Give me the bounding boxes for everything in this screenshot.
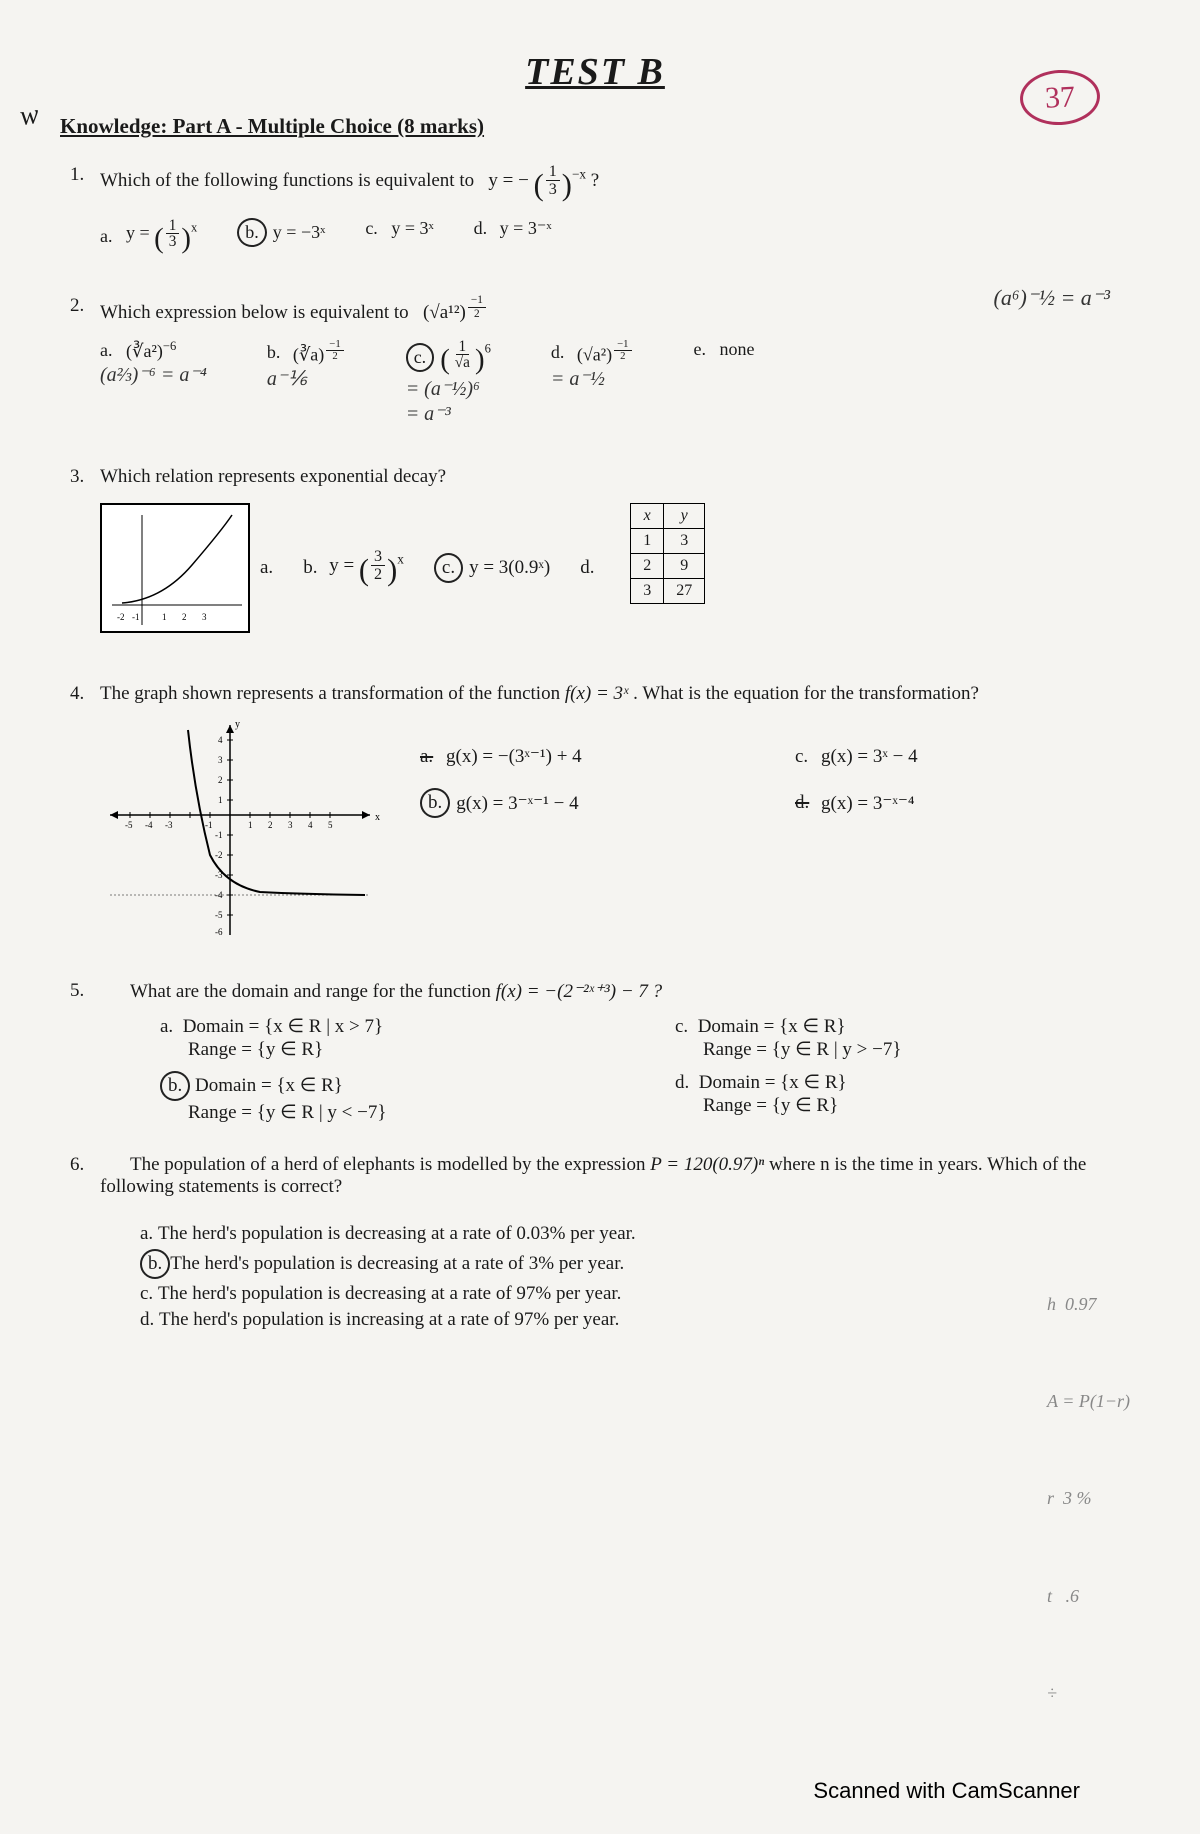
q4-graph: x y -5-4-3 -112 345 4321 -1-2-3 -4-5-6 (100, 715, 380, 945)
question-1: 1. Which of the following functions is e… (100, 164, 1130, 255)
svg-text:2: 2 (268, 820, 273, 830)
svg-text:-5: -5 (125, 820, 133, 830)
q-text: Which expression below is equivalent to (100, 302, 409, 323)
q1-equation: y = − (13)−x ? (488, 170, 599, 191)
q-number: 2. (70, 295, 84, 317)
q2-opt-a: a. (∛a²)−6 (100, 339, 176, 362)
q3-graph-a: -2 -1 1 2 3 (100, 503, 250, 633)
q2-hand-b: a⁻⅙ (267, 366, 307, 391)
q-text: Which relation represents exponential de… (100, 466, 446, 487)
svg-text:-6: -6 (215, 927, 223, 937)
svg-text:3: 3 (218, 755, 223, 765)
circled-label: b. (237, 218, 267, 247)
question-2: 2. Which expression below is equivalent … (100, 295, 1130, 426)
svg-text:4: 4 (308, 820, 313, 830)
svg-text:1: 1 (248, 820, 253, 830)
q5-text: What are the domain and range for the fu… (130, 981, 662, 1002)
q1-opt-d: d. y = 3⁻ˣ (474, 218, 552, 239)
q4-opt-a: a. g(x) = −(3ˣ⁻¹) + 4 (420, 745, 755, 768)
svg-text:x: x (375, 812, 380, 823)
margin-mark: w (18, 99, 41, 133)
circled-label: b. (420, 788, 450, 818)
q4-text-2: . What is the equation for the transform… (633, 683, 979, 704)
q3-opt-a-label: a. (260, 557, 273, 579)
circled-label: c. (406, 343, 435, 372)
page-title: TEST B (60, 50, 1130, 94)
q6-opt-d: d. The herd's population is increasing a… (140, 1309, 1017, 1331)
circled-label: b. (160, 1071, 190, 1101)
question-6: 6. The population of a herd of elephants… (100, 1154, 1130, 1774)
q2-hand-c1: = (a⁻½)⁶ (406, 376, 480, 401)
q2-opt-b: b. (∛a)−12 (267, 339, 346, 366)
q5-opt-c: c. Domain = {x ∈ R} Range = {y ∈ R | y >… (675, 1015, 1130, 1061)
q2-hand-a: (a⅔)⁻⁶ = a⁻⁴ (100, 362, 207, 387)
q6-opt-a: a. The herd's population is decreasing a… (140, 1223, 1017, 1245)
circled-label: b. (140, 1249, 170, 1279)
q-number: 6. (70, 1154, 84, 1176)
q4-text-1: The graph shown represents a transformat… (100, 683, 565, 704)
q6-opt-b: b.The herd's population is decreasing at… (140, 1249, 1017, 1279)
circled-label: c. (434, 553, 463, 583)
q2-opt-c: c. (1√a)6 (406, 339, 491, 376)
q2-hand-c2: = a⁻³ (406, 401, 451, 426)
q5-opt-b: b. Domain = {x ∈ R} Range = {y ∈ R | y <… (160, 1071, 615, 1124)
q-number: 4. (70, 683, 84, 705)
svg-text:-1: -1 (132, 612, 140, 622)
q3-opt-b: b. y = (32)x (303, 549, 404, 588)
q5-opt-a: a. Domain = {x ∈ R | x > 7} Range = {y ∈… (160, 1015, 615, 1061)
svg-text:-1: -1 (205, 820, 213, 830)
scan-watermark: Scanned with CamScanner (813, 1778, 1080, 1804)
svg-text:y: y (235, 719, 240, 730)
svg-text:-1: -1 (215, 830, 223, 840)
svg-text:-2: -2 (215, 850, 223, 860)
q2-opt-e: e. none (694, 339, 755, 360)
worksheet-page: TEST B w 37 Knowledge: Part A - Multiple… (0, 0, 1200, 1834)
svg-text:3: 3 (202, 612, 207, 622)
q1-opt-c: c. y = 3ˣ (365, 218, 433, 239)
question-5: 5. What are the domain and range for the… (100, 980, 1130, 1124)
section-header: Knowledge: Part A - Multiple Choice (8 m… (60, 114, 1130, 139)
q4-opt-b: b. g(x) = 3⁻ˣ⁻¹ − 4 (420, 788, 755, 818)
q1-opt-a: a. y = (13)x (100, 218, 197, 255)
q6-text: The population of a herd of elephants is… (100, 1154, 1086, 1197)
svg-text:1: 1 (218, 795, 223, 805)
q2-hand-d: = a⁻½ (551, 366, 605, 391)
q-number: 3. (70, 466, 84, 488)
q3-opt-c: c. y = 3(0.9ˣ) (434, 553, 550, 583)
q2-options: a. (∛a²)−6 (a⅔)⁻⁶ = a⁻⁴ b. (∛a)−12 a⁻⅙ c… (100, 339, 1130, 426)
q4-opt-c: c. g(x) = 3ˣ − 4 (795, 745, 1130, 768)
svg-text:-2: -2 (117, 612, 125, 622)
q5-opt-d: d. Domain = {x ∈ R} Range = {y ∈ R} (675, 1071, 1130, 1124)
svg-text:2: 2 (218, 775, 223, 785)
svg-text:5: 5 (328, 820, 333, 830)
svg-text:1: 1 (162, 612, 167, 622)
q6-faint-notes: h 0.97 A = P(1−r) r 3 % t .6 ÷ (1047, 1223, 1130, 1774)
question-4: 4. The graph shown represents a transfor… (100, 683, 1130, 945)
q4-opt-d: d. g(x) = 3⁻ˣ⁻⁴ (795, 788, 1130, 818)
svg-text:-5: -5 (215, 910, 223, 920)
q3-options: -2 -1 1 2 3 a. b. y = (32)x c. y = 3(0.9… (100, 503, 1130, 633)
q3-opt-d: d. (580, 557, 600, 579)
q-number: 5. (70, 980, 84, 1002)
svg-text:-3: -3 (165, 820, 173, 830)
q1-options: a. y = (13)x b. y = −3ˣ c. y = 3ˣ d. y =… (100, 218, 1130, 255)
svg-text:2: 2 (182, 612, 187, 622)
q2-annotation: (a⁶)⁻½ = a⁻³ (994, 285, 1110, 311)
question-3: 3. Which relation represents exponential… (100, 466, 1130, 633)
q3-table: xy 13 29 327 (630, 503, 705, 604)
svg-text:4: 4 (218, 735, 223, 745)
q2-target: (√a¹²)−12 (423, 302, 488, 323)
q4-eq: f(x) = 3ˣ (565, 683, 629, 704)
svg-text:-4: -4 (145, 820, 153, 830)
q-text: Which of the following functions is equi… (100, 170, 474, 191)
svg-text:3: 3 (288, 820, 293, 830)
q6-opt-c: c. The herd's population is decreasing a… (140, 1283, 1017, 1305)
q2-opt-d: d. (√a²)−12 (551, 339, 634, 366)
q1-opt-b: b. y = −3ˣ (237, 218, 325, 247)
q-number: 1. (70, 164, 84, 186)
